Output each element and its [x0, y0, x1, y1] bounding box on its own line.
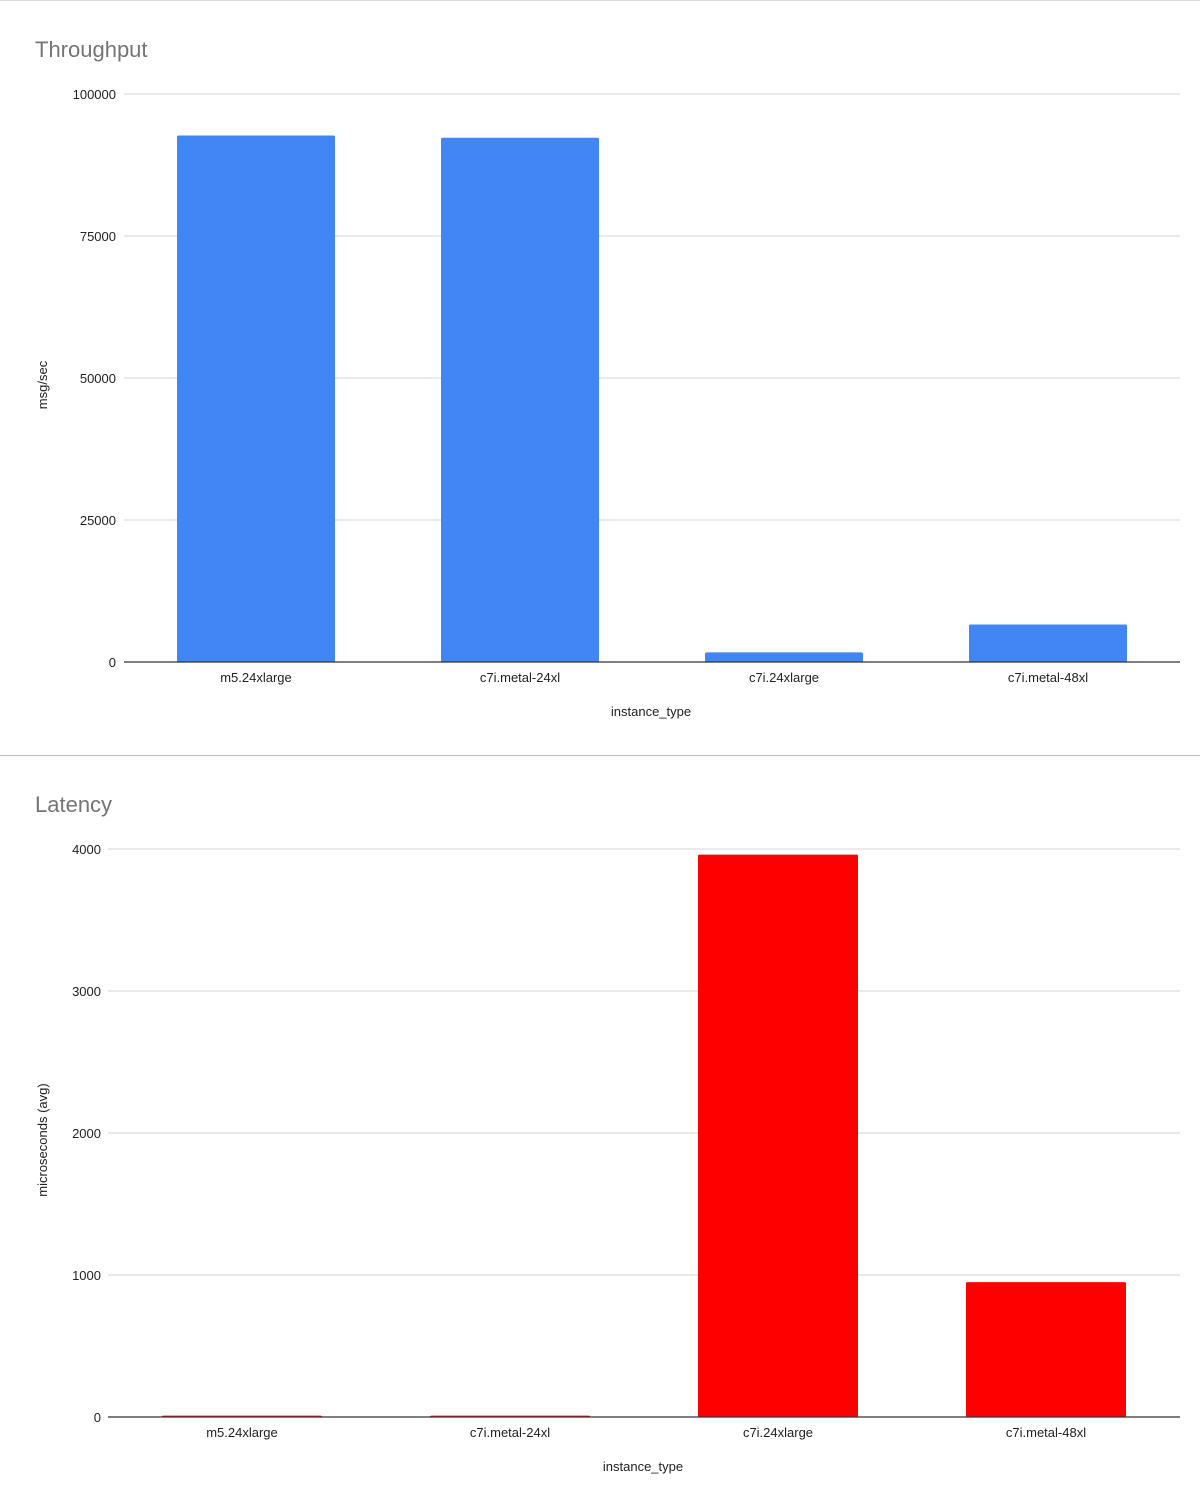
bar-c7i.24xlarge [698, 854, 858, 1417]
x-axis-title: instance_type [611, 704, 691, 719]
x-tick-label: c7i.metal-48xl [1006, 1425, 1086, 1440]
y-tick-label: 25000 [80, 513, 116, 528]
x-axis-title: instance_type [603, 1459, 683, 1474]
y-tick-label: 0 [94, 1410, 101, 1425]
bar-c7i.metal-48xl [969, 624, 1127, 662]
y-tick-label: 4000 [72, 842, 101, 857]
bar-c7i.metal-48xl [966, 1282, 1126, 1417]
y-tick-label: 50000 [80, 371, 116, 386]
throughput-chart: Throughput msg/sec instance_type 0 25000 5… [35, 37, 1180, 719]
y-tick-label: 1000 [72, 1268, 101, 1283]
x-tick-label: c7i.24xlarge [743, 1425, 813, 1440]
bars [124, 135, 1180, 663]
chart-title: Latency [35, 792, 112, 817]
x-tick-label: c7i.metal-24xl [470, 1425, 550, 1440]
tick-labels: 0 25000 50000 75000 100000 m5.24xlarge c7i.met… [73, 87, 1089, 685]
chart-title: Throughput [35, 37, 148, 62]
tick-labels: 0 1000 2000 3000 4000 m5.24xlarge c7i.metal-24… [72, 842, 1086, 1440]
latency-chart: Latency microseconds (avg) instance_type… [35, 792, 1180, 1474]
x-tick-label: m5.24xlarge [206, 1425, 278, 1440]
y-tick-label: 2000 [72, 1126, 101, 1141]
y-tick-label: 3000 [72, 984, 101, 999]
y-tick-label: 75000 [80, 229, 116, 244]
y-axis-title: msg/sec [35, 360, 50, 409]
x-tick-label: m5.24xlarge [220, 670, 292, 685]
latency-chart-panel: Latency microseconds (avg) instance_type… [0, 755, 1200, 1502]
y-tick-label: 0 [109, 655, 116, 670]
bar-c7i.24xlarge [705, 652, 863, 662]
x-tick-label: c7i.metal-48xl [1008, 670, 1088, 685]
bar-m5.24xlarge [177, 135, 335, 663]
bar-c7i.metal-24xl [441, 137, 599, 663]
throughput-chart-panel: Throughput msg/sec instance_type 0 25000 5… [0, 0, 1200, 719]
bars [108, 854, 1180, 1418]
y-tick-label: 100000 [73, 87, 116, 102]
x-tick-label: c7i.24xlarge [749, 670, 819, 685]
x-tick-label: c7i.metal-24xl [480, 670, 560, 685]
y-axis-title: microseconds (avg) [35, 1083, 50, 1196]
gridlines [108, 848, 1180, 1276]
